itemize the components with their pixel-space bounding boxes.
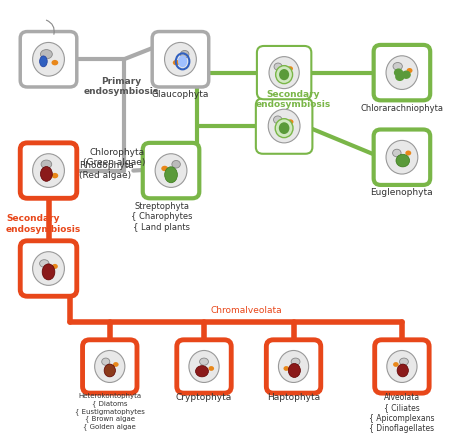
FancyBboxPatch shape (374, 45, 430, 100)
FancyBboxPatch shape (256, 99, 312, 154)
Ellipse shape (161, 166, 168, 171)
FancyBboxPatch shape (266, 340, 321, 393)
Text: Chlorophyta
(Green algae): Chlorophyta (Green algae) (83, 147, 145, 167)
Text: Secondary
endosymbiosis: Secondary endosymbiosis (6, 214, 82, 234)
Ellipse shape (52, 60, 58, 65)
Ellipse shape (40, 260, 49, 267)
Ellipse shape (401, 70, 411, 79)
Ellipse shape (283, 366, 289, 371)
FancyBboxPatch shape (20, 143, 77, 198)
Ellipse shape (181, 51, 189, 58)
FancyBboxPatch shape (152, 31, 209, 87)
Ellipse shape (52, 264, 58, 269)
FancyBboxPatch shape (374, 129, 430, 185)
Text: Glaucophyta: Glaucophyta (152, 90, 209, 99)
Ellipse shape (288, 363, 301, 378)
Ellipse shape (279, 69, 289, 80)
Ellipse shape (164, 167, 177, 183)
Ellipse shape (164, 43, 196, 76)
Ellipse shape (291, 358, 300, 365)
Ellipse shape (387, 350, 417, 383)
Ellipse shape (397, 364, 409, 377)
FancyBboxPatch shape (82, 340, 137, 393)
Ellipse shape (278, 350, 309, 383)
Text: Euglenophyta: Euglenophyta (371, 188, 433, 198)
Ellipse shape (173, 60, 180, 65)
Ellipse shape (393, 63, 402, 70)
Ellipse shape (288, 119, 293, 125)
Ellipse shape (33, 43, 64, 76)
Text: Primary
endosymbiosis: Primary endosymbiosis (84, 77, 159, 96)
Ellipse shape (40, 167, 52, 181)
Ellipse shape (405, 151, 411, 155)
Text: Heterokontophyta
{ Diatoms
{ Eustigmatophytes
{ Brown algae
{ Golden algae: Heterokontophyta { Diatoms { Eustigmatop… (75, 393, 145, 430)
Ellipse shape (189, 350, 219, 383)
Ellipse shape (400, 358, 409, 365)
FancyBboxPatch shape (177, 340, 231, 393)
Ellipse shape (287, 66, 293, 71)
Ellipse shape (274, 63, 282, 70)
Ellipse shape (275, 119, 293, 138)
Ellipse shape (33, 252, 64, 285)
Ellipse shape (155, 154, 187, 187)
Ellipse shape (200, 358, 209, 365)
Ellipse shape (178, 56, 187, 67)
Ellipse shape (396, 154, 410, 167)
Ellipse shape (102, 358, 110, 365)
Ellipse shape (172, 160, 181, 168)
Text: Streptophyta
{ Charophytes
{ Land plants: Streptophyta { Charophytes { Land plants (131, 202, 192, 232)
Ellipse shape (104, 364, 115, 377)
Ellipse shape (52, 173, 58, 178)
FancyBboxPatch shape (20, 31, 77, 87)
Text: Rhodophyta
(Red algae): Rhodophyta (Red algae) (79, 161, 134, 180)
Ellipse shape (269, 56, 299, 89)
Ellipse shape (395, 73, 404, 81)
Text: Alveolata
{ Ciliates
{ Apicomplexans
{ Dinoflagellates: Alveolata { Ciliates { Apicomplexans { D… (369, 393, 435, 433)
Ellipse shape (40, 50, 52, 59)
Ellipse shape (273, 116, 282, 124)
FancyBboxPatch shape (143, 143, 199, 198)
Ellipse shape (268, 109, 300, 143)
FancyBboxPatch shape (20, 241, 77, 296)
Text: Secondary
endosymbiosis: Secondary endosymbiosis (256, 90, 331, 109)
Ellipse shape (386, 56, 418, 90)
Ellipse shape (279, 122, 290, 134)
Ellipse shape (407, 68, 412, 73)
Text: Cryptophyta: Cryptophyta (176, 393, 232, 402)
Ellipse shape (276, 65, 292, 84)
Ellipse shape (394, 69, 403, 77)
Ellipse shape (386, 140, 418, 174)
Ellipse shape (41, 160, 52, 168)
Ellipse shape (209, 366, 214, 371)
Ellipse shape (113, 362, 118, 367)
Text: Haptophyta: Haptophyta (267, 393, 320, 402)
Ellipse shape (393, 362, 399, 367)
Ellipse shape (33, 154, 64, 187)
Ellipse shape (196, 366, 209, 377)
FancyBboxPatch shape (375, 340, 429, 393)
Ellipse shape (392, 149, 401, 157)
FancyBboxPatch shape (257, 46, 311, 99)
Text: Chromalveolata: Chromalveolata (210, 306, 282, 315)
Ellipse shape (40, 56, 47, 67)
Ellipse shape (42, 264, 55, 280)
Text: Chlorarachniophyta: Chlorarachniophyta (360, 104, 444, 113)
Ellipse shape (95, 350, 125, 383)
